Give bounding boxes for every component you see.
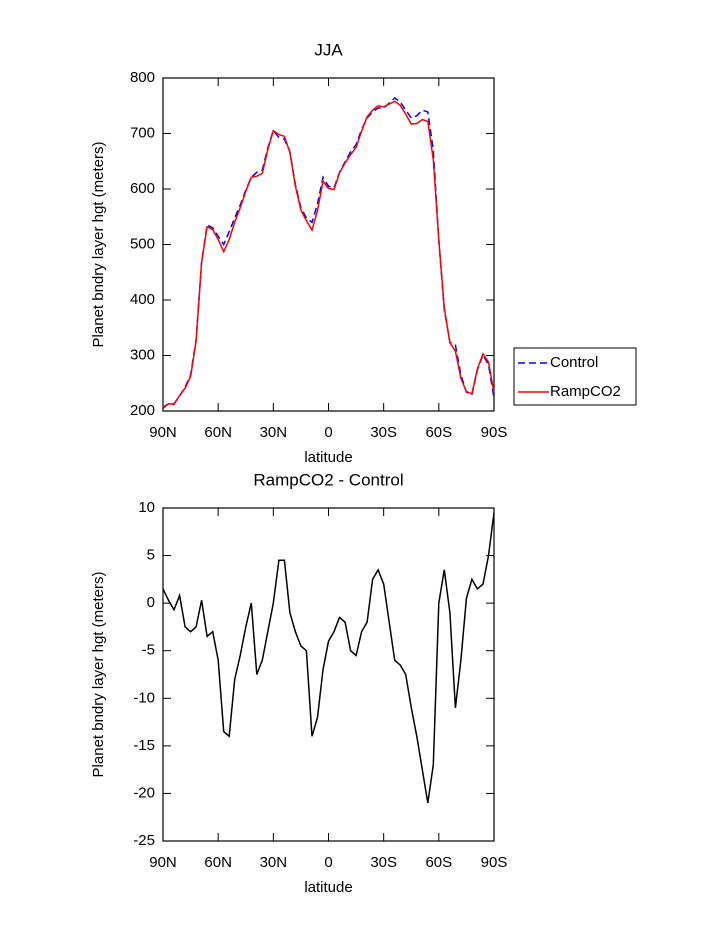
y-axis-label: Planet bndry layer hgt (meters): [90, 572, 107, 778]
x-tick-label: 60S: [425, 854, 452, 871]
x-axis-label: latitude: [304, 879, 352, 896]
plot-frame: [162, 77, 495, 412]
y-tick-label: 700: [130, 124, 155, 141]
x-tick-label: 0: [324, 854, 332, 871]
x-tick-label: 60N: [204, 854, 232, 871]
y-tick-label: 5: [147, 547, 155, 564]
x-tick-label: 30S: [370, 854, 397, 871]
y-tick-label: 500: [130, 235, 155, 252]
x-tick-label: 60N: [204, 424, 232, 441]
x-tick-label: 30S: [370, 424, 397, 441]
y-tick-label: -20: [133, 784, 155, 801]
x-tick-label: 90S: [481, 424, 508, 441]
data-line: [162, 512, 495, 804]
chart-title: RampCO2 - Control: [253, 470, 403, 489]
y-tick-label: 10: [138, 499, 155, 516]
y-axis-label: Planet bndry layer hgt (meters): [90, 142, 107, 348]
x-tick-label: 90N: [149, 424, 177, 441]
x-tick-label: 60S: [425, 424, 452, 441]
plot-frame: [162, 507, 495, 842]
legend-label: RampCO2: [550, 383, 621, 400]
legend-box: [513, 347, 637, 406]
x-axis-label: latitude: [304, 449, 352, 466]
y-tick-label: -5: [142, 642, 155, 659]
x-tick-label: 30N: [260, 424, 288, 441]
x-tick-label: 30N: [260, 854, 288, 871]
y-tick-label: 800: [130, 69, 155, 86]
data-line: [162, 100, 495, 408]
x-tick-label: 90N: [149, 854, 177, 871]
data-line: [162, 97, 495, 409]
y-tick-label: -25: [133, 832, 155, 849]
chart-title: JJA: [314, 40, 343, 59]
y-tick-label: 600: [130, 180, 155, 197]
x-tick-label: 0: [324, 424, 332, 441]
y-tick-label: -15: [133, 737, 155, 754]
y-tick-label: 0: [147, 594, 155, 611]
x-tick-label: 90S: [481, 854, 508, 871]
y-tick-label: -10: [133, 689, 155, 706]
y-tick-label: 400: [130, 291, 155, 308]
y-tick-label: 300: [130, 346, 155, 363]
legend-label: Control: [550, 354, 598, 371]
y-tick-label: 200: [130, 402, 155, 419]
